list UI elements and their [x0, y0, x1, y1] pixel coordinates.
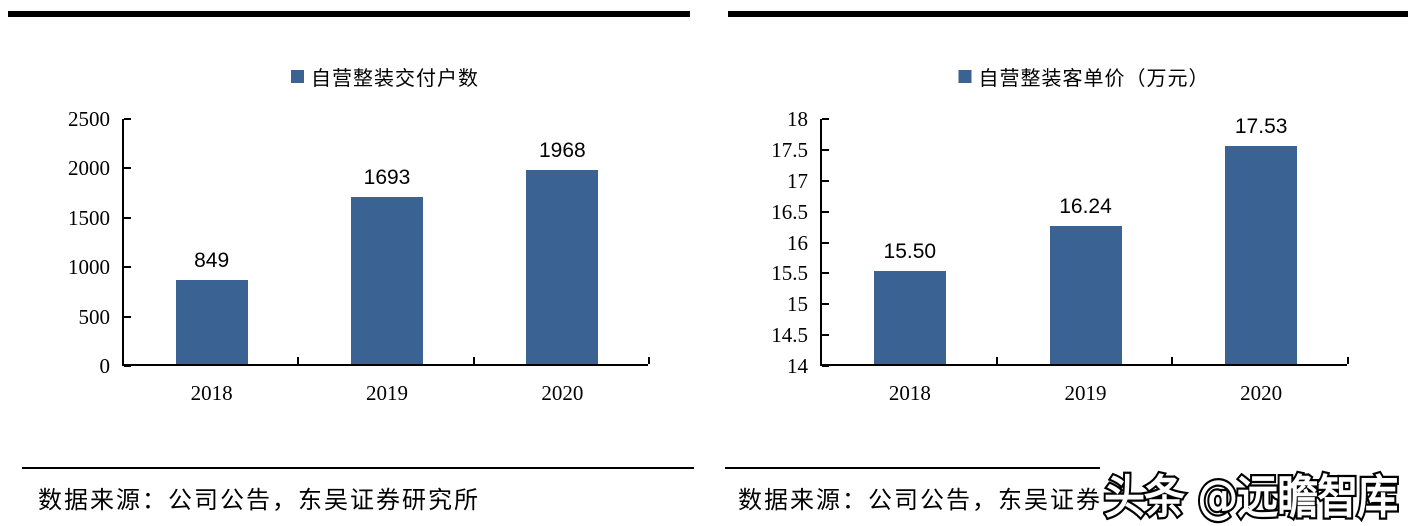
bar-value-label: 16.24	[1059, 194, 1112, 218]
plot-area: 0 500 1000 1500 2000 2500 849 2018 1693 2019 1968 2…	[68, 107, 650, 405]
y-axis-tick-label: 15.5	[771, 261, 808, 286]
x-axis-label: 2020	[541, 381, 584, 405]
x-axis-tick-mark	[1171, 357, 1174, 364]
bar-value-label: 1693	[363, 165, 411, 189]
y-axis-tick-mark	[822, 118, 829, 120]
x-axis-tick-mark	[648, 357, 650, 364]
x-axis-label: 2018	[888, 381, 931, 405]
y-axis-tick-mark	[822, 303, 829, 306]
x-axis-tick-mark	[472, 357, 475, 364]
bottom-rule	[725, 467, 1406, 469]
legend-swatch-icon	[958, 70, 972, 83]
y-axis-tick-mark	[822, 179, 829, 182]
bar-value-label: 1968	[538, 138, 586, 162]
watermark-background	[1100, 447, 1411, 526]
y-axis-tick-label: 15	[787, 292, 808, 317]
bar-value-label: 17.53	[1234, 115, 1288, 139]
bar-2018	[873, 271, 946, 364]
source-note: 数据来源：公司公告，东吴证券研究所	[38, 488, 480, 514]
y-axis-tick-label: 14.5	[771, 323, 808, 348]
y-axis-tick-label: 17.5	[771, 137, 808, 162]
legend-swatch-icon	[291, 70, 304, 83]
y-axis-tick-label: 500	[78, 304, 111, 329]
bar-value-label: 15.50	[883, 240, 937, 264]
y-axis-tick-mark	[822, 241, 829, 244]
bar-2019	[1049, 225, 1122, 364]
y-axis-tick-label: 14	[787, 354, 808, 378]
y-axis-tick-mark	[822, 148, 829, 151]
x-axis-label: 2019	[1064, 381, 1107, 405]
bar-2018	[175, 280, 248, 364]
y-axis-tick-mark	[124, 365, 131, 367]
x-axis-label: 2020	[1240, 381, 1283, 405]
x-axis-label: 2019	[366, 381, 408, 405]
top-rule	[728, 11, 1408, 17]
x-axis-tick-mark	[297, 357, 300, 364]
y-axis-tick-label: 1000	[68, 255, 110, 280]
y-axis-tick-mark	[822, 334, 829, 337]
y-axis-tick-label: 16.5	[771, 199, 808, 224]
bar-2019	[351, 196, 423, 364]
bar-2020	[526, 169, 599, 364]
y-axis-tick-label: 1500	[68, 205, 110, 230]
bar-2020	[1225, 146, 1298, 364]
y-axis-tick-mark	[124, 167, 131, 170]
y-axis-tick-mark	[822, 365, 829, 367]
x-axis-tick-mark	[995, 357, 998, 364]
legend-label: 自营整装交付户数	[311, 68, 479, 90]
y-axis-tick-label: 18	[787, 107, 808, 131]
y-axis-tick-mark	[124, 118, 131, 120]
y-axis-tick-mark	[822, 272, 829, 275]
y-axis-tick-label: 2500	[68, 107, 110, 131]
y-axis-tick-label: 16	[787, 230, 808, 255]
bar-value-label: 849	[194, 249, 230, 273]
y-axis-tick-label: 2000	[68, 156, 110, 181]
legend: 自营整装客单价（万元）	[958, 62, 1210, 91]
x-axis-tick-mark	[1347, 357, 1349, 364]
chart-panel-left: 自营整装交付户数 0 500 1000 1500 2000 2500 849 2018 1693…	[8, 0, 694, 526]
plot-area: 14 14.5 15 15.5 16 16.5 17 17.5 18 15.50 2018 16.24…	[771, 107, 1349, 405]
source-note: 数据来源：公司公告，东吴证券研	[738, 488, 1128, 514]
chart-panel-right: 自营整装客单价（万元） 14 14.5 15 15.5 16 16.5 17 17.5 18 15…	[725, 0, 1411, 526]
top-rule	[8, 11, 690, 17]
x-axis-label: 2018	[190, 381, 233, 405]
y-axis-tick-label: 17	[787, 168, 808, 193]
watermark: 头条 @远瞻智库	[1102, 468, 1400, 526]
legend-label: 自营整装客单价（万元）	[978, 68, 1210, 90]
y-axis-tick-mark	[124, 216, 131, 219]
y-axis-tick-mark	[822, 210, 829, 213]
bottom-rule	[22, 467, 694, 469]
y-axis-tick-label: 0	[99, 354, 111, 378]
y-axis-tick-mark	[124, 266, 131, 269]
legend: 自营整装交付户数	[291, 62, 479, 91]
y-axis-tick-mark	[124, 315, 131, 318]
